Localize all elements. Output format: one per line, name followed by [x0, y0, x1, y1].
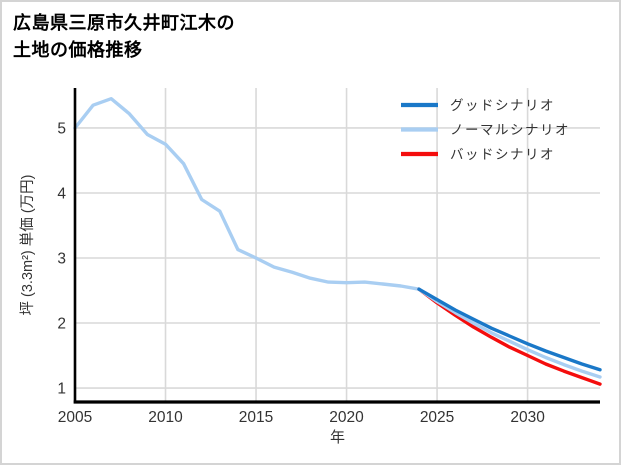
x-tick-label: 2005	[58, 409, 92, 426]
y-tick-label: 5	[57, 120, 66, 137]
legend-label-3[interactable]: バッドシナリオ	[450, 147, 555, 162]
x-tick-label: 2020	[329, 409, 364, 426]
x-tick-label: 2025	[420, 409, 454, 426]
x-tick-label: 2010	[148, 409, 183, 426]
y-tick-label: 3	[57, 251, 66, 268]
series-line	[417, 287, 602, 372]
x-tick-label: 2030	[510, 409, 545, 426]
y-axis-title: 坪 (3.3m²) 単価 (万円)	[19, 175, 36, 316]
chart-title-line1: 広島県三原市久井町江木の	[13, 13, 235, 33]
series-line	[73, 96, 421, 291]
legend-label-1[interactable]: グッドシナリオ	[450, 98, 555, 113]
chart-title-line2: 土地の価格推移	[13, 40, 143, 60]
series-line	[417, 287, 602, 379]
x-axis-title: 年	[330, 429, 345, 446]
chart-title: 広島県三原市久井町江木の 土地の価格推移	[13, 10, 235, 64]
series-line	[417, 287, 602, 386]
y-tick-label: 2	[57, 316, 66, 333]
y-tick-label: 1	[57, 381, 66, 398]
y-tick-label: 4	[57, 185, 66, 202]
x-tick-label: 2015	[239, 409, 273, 426]
legend-label-2[interactable]: ノーマルシナリオ	[450, 122, 570, 137]
